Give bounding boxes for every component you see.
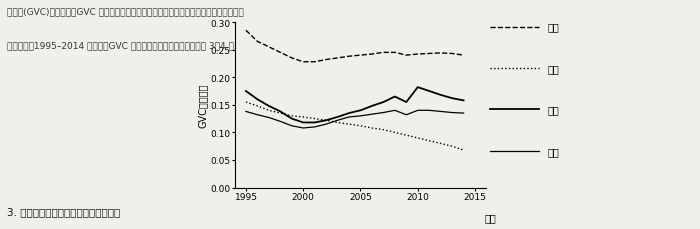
- Text: 3. 可作为该行业的典型代表工业部门是: 3. 可作为该行业的典型代表工业部门是: [7, 206, 120, 216]
- Text: 节。下图为1995–2014 年某行业GVC 地位指数变化示意图，据此完成 3～4 题: 节。下图为1995–2014 年某行业GVC 地位指数变化示意图，据此完成 3～…: [7, 41, 234, 50]
- Text: 价値链(GVC)地位不同，GVC 地位指数高，该国家或地区在全球价値链中处于相对上游的环: 价値链(GVC)地位不同，GVC 地位指数高，该国家或地区在全球价値链中处于相对…: [7, 7, 244, 16]
- Text: 年份: 年份: [484, 213, 496, 222]
- Text: 世界: 世界: [547, 146, 559, 156]
- Text: 欧洲: 欧洲: [547, 64, 559, 74]
- Text: 亚洲: 亚洲: [547, 105, 559, 115]
- Y-axis label: GVC地位指数: GVC地位指数: [197, 83, 207, 127]
- Text: 美洲: 美洲: [547, 22, 559, 33]
